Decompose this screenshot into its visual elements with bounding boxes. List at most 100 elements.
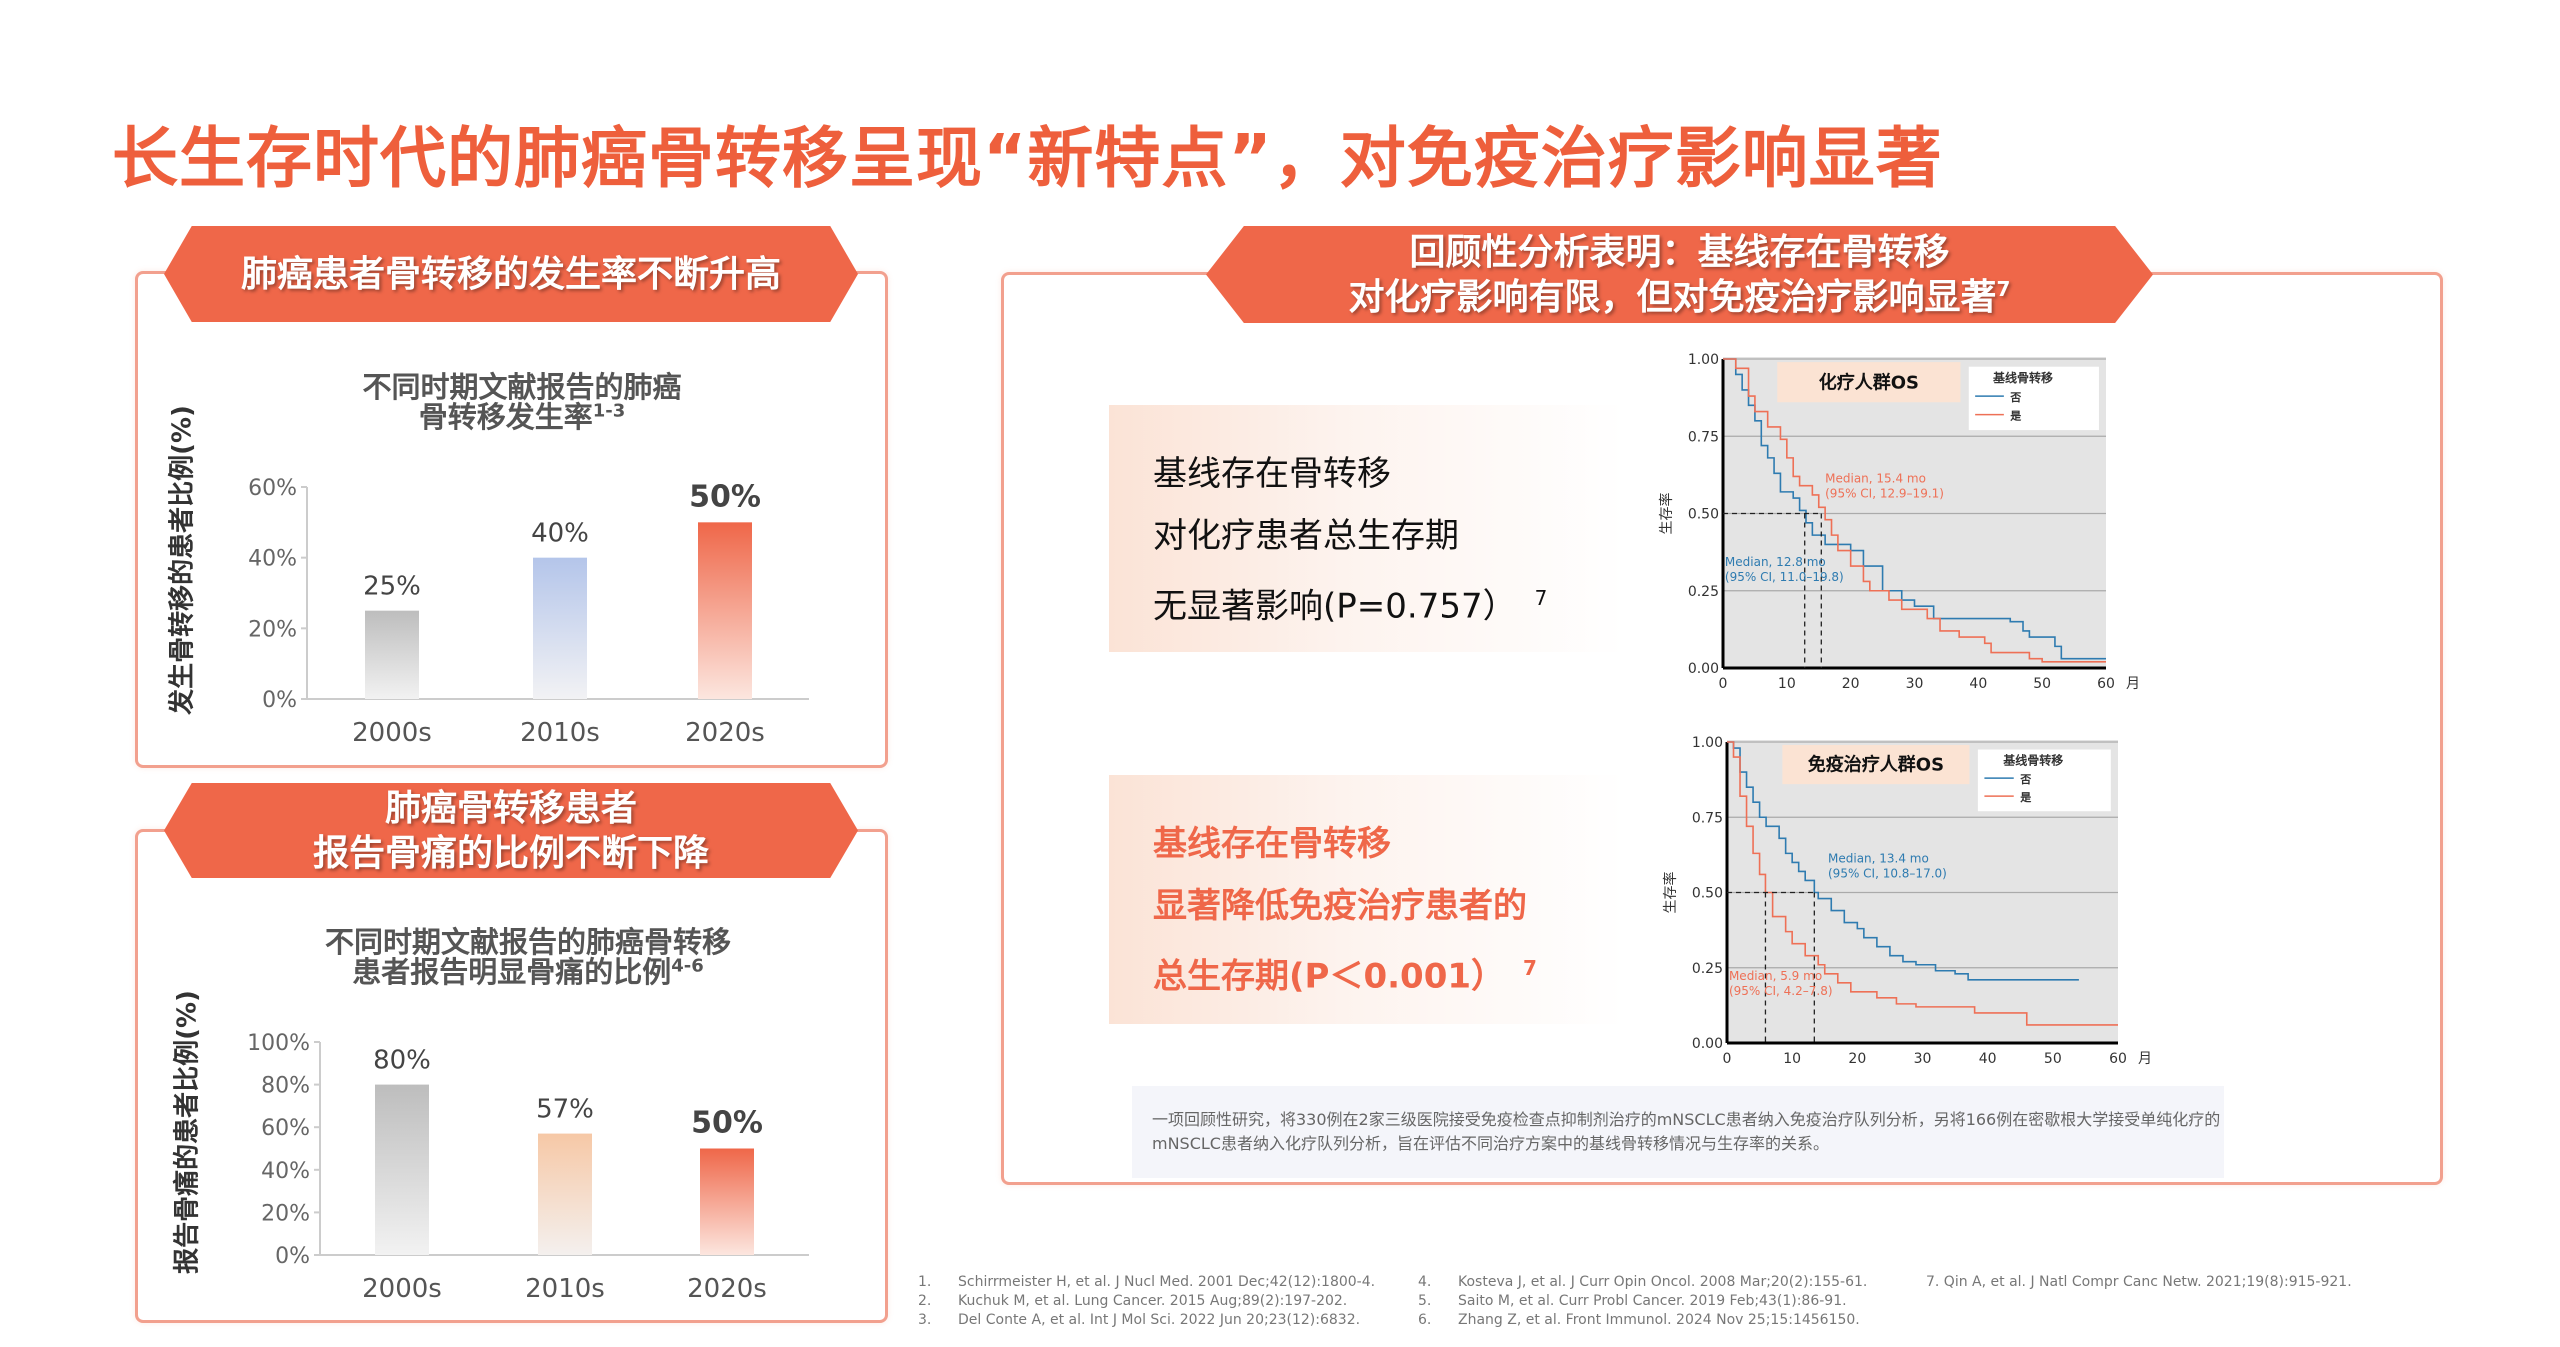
y-tick-label: 0.50 <box>1692 886 1723 902</box>
x-tick-label: 60 <box>2109 1051 2127 1067</box>
x-tick-label: 30 <box>1914 1051 1932 1067</box>
chart-title-line2: 患者报告明显骨痛的比例 <box>352 955 672 990</box>
bar-value-label: 25% <box>363 572 421 602</box>
median-annotation-ci: (95% CI, 11.0–19.8) <box>1725 570 1844 584</box>
y-tick-label: 1.00 <box>1692 735 1723 751</box>
legend-title: 基线骨转移 <box>1992 370 2053 385</box>
median-annotation: Median, 5.9 mo <box>1729 969 1822 983</box>
x-tick-label: 2010s <box>525 1274 605 1304</box>
retrospective-banner-line1: 回顾性分析表明：基线存在骨转移 <box>1409 231 1950 273</box>
y-tick-label: 0% <box>262 688 297 713</box>
retrospective-banner-line2: 对化疗影响有限，但对免疫治疗影响显著 <box>1348 276 1997 318</box>
reference: 6. Zhang Z, et al. Front Immunol. 2024 No… <box>1418 1312 1860 1328</box>
bar-value-label: 50% <box>689 479 761 514</box>
x-tick-label: 2020s <box>687 1274 767 1304</box>
survival-curve-否 <box>1727 741 2079 981</box>
finding-line: 显著降低免疫治疗患者的 <box>1153 886 1527 926</box>
y-axis-label: 生存率 <box>1662 872 1679 914</box>
bone-pain-bar-chart: 0% 20% 40% 60% 80% 100% 80% 2000s 57% 2010s 50% 202… <box>247 1031 809 1304</box>
survival-curve-是 <box>1727 741 2118 1026</box>
reference: 7. Qin A, et al. J Natl Compr Canc Netw.… <box>1926 1274 2352 1290</box>
study-footnote: 一项回顾性研究，将330例在2家三级医院接受免疫检查点抑制剂治疗的mNSCLC患… <box>1132 1086 2224 1178</box>
references-col2: 4. Kosteva J, et al. J Curr Opin Oncol. 2… <box>1418 1273 1867 1330</box>
bar-2010s <box>533 557 587 699</box>
immuno-finding-box: 基线存在骨转移 显著降低免疫治疗患者的 总生存期(P＜0.001） 7 <box>1109 775 1625 1024</box>
chart-title: 免疫治疗人群OS <box>1808 754 1944 776</box>
survival-curve-否 <box>1723 358 2106 660</box>
incidence-bar-chart: 0% 20% 40% 60% 25% 2000s 40% 2010s 50% 2020s <box>248 476 809 748</box>
chart-title-line2: 骨转移发生率 <box>418 400 593 435</box>
legend-label: 是 <box>2019 791 2032 804</box>
y-tick-label: 0.75 <box>1692 810 1723 826</box>
references-col3: 7. Qin A, et al. J Natl Compr Canc Netw.… <box>1926 1273 2352 1292</box>
median-annotation-ci: (95% CI, 4.2–7.8) <box>1729 984 1833 998</box>
y-tick-label: 60% <box>261 1116 310 1141</box>
median-annotation: Median, 13.4 mo <box>1828 851 1929 865</box>
x-tick-label: 10 <box>1778 676 1796 692</box>
chart-title-line1: 不同时期文献报告的肺癌骨转移 <box>324 925 732 959</box>
finding-line: 对化疗患者总生存期 <box>1153 516 1459 556</box>
finding-line: 无显著影响(P=0.757） <box>1153 586 1517 627</box>
bone-pain-banner: 肺癌骨转移患者 报告骨痛的比例不断下降 <box>164 783 858 878</box>
incidence-banner: 肺癌患者骨转移的发生率不断升高 <box>164 226 858 322</box>
median-annotation: Median, 15.4 mo <box>1825 472 1926 486</box>
reference: 3. Del Conte A, et al. Int J Mol Sci. 202… <box>918 1312 1361 1328</box>
y-axis-label: 生存率 <box>1658 493 1675 535</box>
bar-value-label: 80% <box>373 1046 431 1076</box>
bone-pain-panel <box>135 829 888 1323</box>
survival-curve-是 <box>1723 358 2106 663</box>
finding-ref: 7 <box>1523 956 1537 980</box>
x-tick-label: 50 <box>2033 676 2051 692</box>
legend-label: 否 <box>2009 391 2021 404</box>
reference: 2. Kuchuk M, et al. Lung Cancer. 2015 Aug… <box>918 1293 1348 1309</box>
x-tick-label: 20 <box>1842 676 1860 692</box>
y-tick-label: 80% <box>261 1074 310 1099</box>
retrospective-banner: 回顾性分析表明：基线存在骨转移 对化疗影响有限，但对免疫治疗影响显著7 <box>1206 226 2153 323</box>
y-tick-label: 40% <box>248 547 297 572</box>
median-annotation-ci: (95% CI, 12.9–19.1) <box>1825 487 1944 501</box>
legend-box <box>1977 749 2111 812</box>
bar-value-label: 57% <box>536 1095 594 1125</box>
finding-ref: 7 <box>1534 586 1548 610</box>
chemo-finding-box: 基线存在骨转移 对化疗患者总生存期 无显著影响(P=0.757） 7 <box>1109 405 1625 652</box>
y-tick-label: 0.50 <box>1688 507 1719 523</box>
bone-pain-banner-line2: 报告骨痛的比例不断下降 <box>312 832 709 874</box>
legend-box <box>1968 366 2099 431</box>
bar-2000s <box>375 1084 429 1255</box>
y-tick-label: 0.00 <box>1692 1036 1723 1052</box>
y-tick-label: 20% <box>261 1201 310 1226</box>
median-annotation-ci: (95% CI, 10.8–17.0) <box>1828 866 1947 880</box>
chart-title-box <box>1782 745 1970 785</box>
chart-title: 化疗人群OS <box>1819 371 1919 393</box>
legend-label: 是 <box>2009 410 2022 423</box>
incidence-panel <box>135 271 888 768</box>
y-tick-label: 100% <box>247 1031 310 1056</box>
x-tick-label: 40 <box>1979 1051 1997 1067</box>
bar-2020s <box>698 522 752 699</box>
x-tick-label: 0 <box>1723 1051 1732 1067</box>
x-tick-label: 40 <box>1969 676 1987 692</box>
bar-value-label: 50% <box>691 1106 763 1141</box>
x-tick-label: 10 <box>1783 1051 1801 1067</box>
reference: 1. Schirrmeister H, et al. J Nucl Med. 20… <box>918 1274 1376 1290</box>
chart-title: 不同时期文献报告的肺癌骨转移 患者报告明显骨痛的比例4-6 <box>325 927 731 988</box>
finding-line: 基线存在骨转移 <box>1153 824 1391 864</box>
bar-2000s <box>365 610 419 699</box>
y-tick-label: 0.25 <box>1688 584 1719 600</box>
y-tick-label: 0.00 <box>1688 661 1719 677</box>
y-tick-label: 0.25 <box>1692 961 1723 977</box>
y-tick-label: 20% <box>248 617 297 642</box>
bar-2020s <box>700 1148 754 1255</box>
x-tick-label: 0 <box>1719 676 1728 692</box>
y-tick-label: 60% <box>248 476 297 501</box>
reference: 4. Kosteva J, et al. J Curr Opin Oncol. 2… <box>1418 1274 1868 1290</box>
chart-title-ref: 1-3 <box>592 400 626 422</box>
x-unit-label: 月 <box>2126 676 2140 692</box>
banner-ref: 7 <box>1996 276 2011 301</box>
chart-title-ref: 4-6 <box>671 955 704 977</box>
y-tick-label: 1.00 <box>1688 352 1719 368</box>
y-tick-label: 40% <box>261 1159 310 1184</box>
bar-2010s <box>538 1133 592 1255</box>
finding-line: 基线存在骨转移 <box>1153 454 1391 494</box>
finding-line: 总生存期(P＜0.001） <box>1153 956 1506 997</box>
